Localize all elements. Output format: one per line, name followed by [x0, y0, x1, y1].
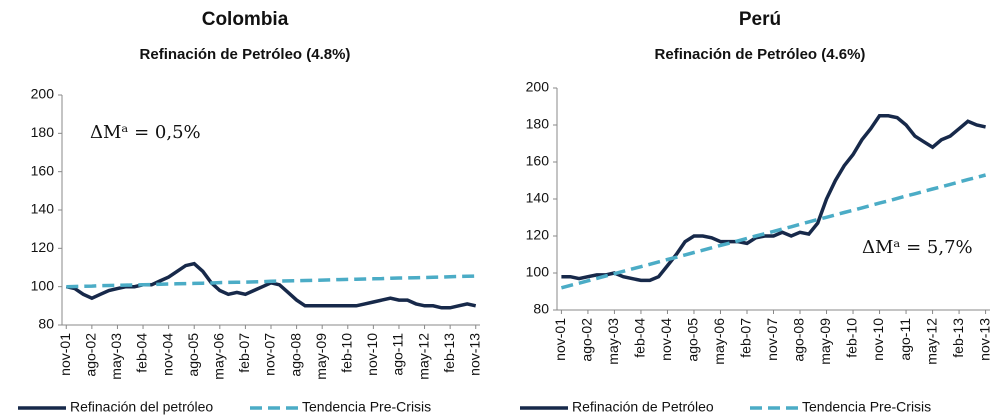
- x-tick-label: ago-08: [287, 333, 303, 377]
- annotation: ΔMᵃ = 0,5%: [90, 122, 201, 143]
- x-tick-label: ago-02: [83, 333, 99, 377]
- annotation: ΔMᵃ = 5,7%: [862, 237, 973, 258]
- legend-label: Tendencia Pre-Crisis: [802, 399, 931, 415]
- y-tick-label: 80: [38, 316, 54, 332]
- y-tick-label: 180: [526, 116, 550, 132]
- legend-label: Refinación del petróleo: [70, 399, 213, 415]
- y-tick-label: 160: [31, 162, 55, 178]
- y-tick-label: 140: [31, 201, 55, 217]
- y-tick-label: 120: [526, 227, 550, 243]
- x-tick-label: ago-02: [579, 318, 595, 362]
- x-tick-label: feb-07: [236, 333, 252, 373]
- y-tick-label: 120: [31, 239, 55, 255]
- x-tick-label: ago-05: [185, 333, 201, 377]
- legend-label: Refinación de Petróleo: [572, 399, 714, 415]
- chart-title: Perú: [739, 9, 781, 30]
- x-tick-label: may-12: [415, 333, 431, 380]
- y-tick-label: 180: [31, 124, 55, 140]
- y-tick-label: 200: [31, 86, 55, 102]
- x-tick-label: may-03: [108, 333, 124, 380]
- x-tick-label: nov-07: [764, 318, 780, 361]
- y-tick-label: 80: [533, 301, 549, 317]
- x-tick-label: ago-05: [685, 318, 701, 362]
- x-tick-label: feb-13: [950, 318, 966, 358]
- x-tick-label: nov-04: [159, 333, 175, 376]
- x-tick-label: may-12: [923, 318, 939, 365]
- x-tick-label: feb-13: [441, 333, 457, 373]
- x-tick-label: nov-07: [262, 333, 278, 376]
- x-tick-label: nov-01: [57, 333, 73, 376]
- y-tick-label: 100: [526, 264, 550, 280]
- series-line: [66, 274, 476, 289]
- x-tick-label: feb-04: [632, 318, 648, 358]
- x-tick-label: nov-04: [658, 318, 674, 361]
- x-tick-label: may-03: [605, 318, 621, 365]
- x-tick-label: may-09: [313, 333, 329, 380]
- chart-title: Colombia: [202, 9, 289, 30]
- chart-subtitle: Refinación de Petróleo (4.8%): [140, 46, 351, 63]
- legend-label: Tendencia Pre-Crisis: [302, 399, 431, 415]
- x-tick-label: feb-10: [844, 318, 860, 358]
- y-tick-label: 100: [31, 277, 55, 293]
- x-tick-label: nov-10: [364, 333, 380, 376]
- y-tick-label: 200: [526, 79, 550, 95]
- series-line: [560, 173, 987, 290]
- x-tick-label: may-06: [711, 318, 727, 365]
- x-tick-label: nov-13: [466, 333, 482, 376]
- x-tick-label: feb-07: [738, 318, 754, 358]
- x-tick-label: ago-08: [791, 318, 807, 362]
- x-tick-label: may-06: [211, 333, 227, 380]
- x-tick-label: ago-11: [897, 318, 913, 361]
- x-tick-label: ago-11: [390, 333, 406, 376]
- x-tick-label: feb-10: [338, 333, 354, 373]
- x-tick-label: nov-13: [976, 318, 992, 361]
- y-tick-label: 140: [526, 190, 550, 206]
- x-tick-label: may-09: [817, 318, 833, 365]
- x-tick-label: nov-01: [552, 318, 568, 361]
- chart-subtitle: Refinación de Petróleo (4.6%): [655, 46, 866, 63]
- x-tick-label: nov-10: [870, 318, 886, 361]
- y-tick-label: 160: [526, 153, 550, 169]
- series-line: [561, 114, 986, 283]
- x-tick-label: feb-04: [134, 333, 150, 373]
